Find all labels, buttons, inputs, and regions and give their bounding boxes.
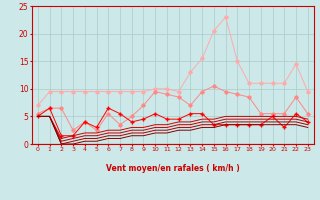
X-axis label: Vent moyen/en rafales ( km/h ): Vent moyen/en rafales ( km/h ) [106, 164, 240, 173]
